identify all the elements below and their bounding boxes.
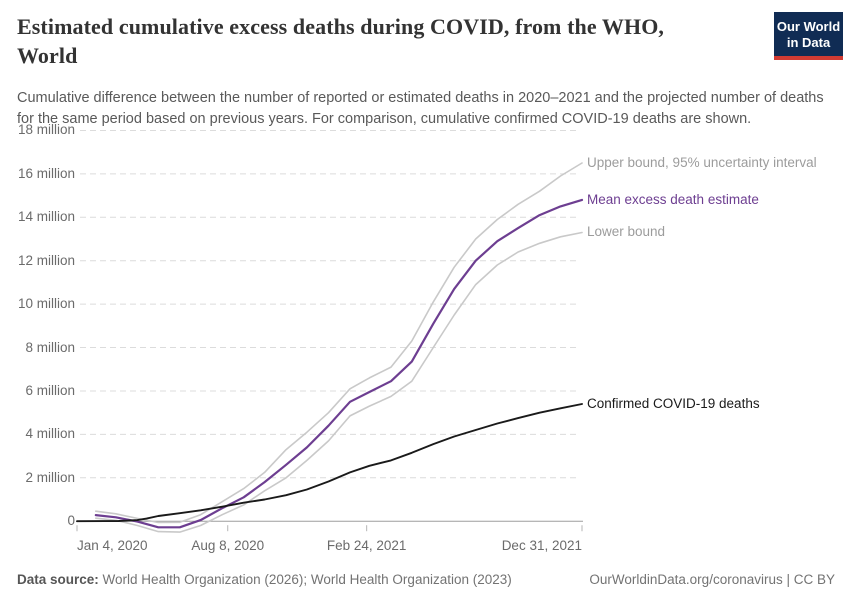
owid-logo-line2: in Data — [786, 35, 831, 50]
y-axis-label-14m: 14 million — [17, 209, 75, 225]
series-label-confirmed-deaths: Confirmed COVID-19 deaths — [587, 395, 760, 411]
data-source-note: Data source: World Health Organization (… — [17, 572, 512, 587]
y-axis-label-8m: 8 million — [25, 339, 75, 355]
y-axis-label-4m: 4 million — [25, 426, 75, 442]
excess-deaths-chart: 0 2 million 4 million 6 million 8 millio… — [0, 120, 850, 560]
series-label-lower-bound: Lower bound — [587, 224, 666, 240]
chart-subtitle: Cumulative difference between the number… — [17, 90, 824, 127]
credit-link[interactable]: OurWorldinData.org/coronavirus | CC BY — [589, 572, 835, 587]
x-axis-label-feb-2021: Feb 24, 2021 — [326, 538, 407, 553]
series-label-mean-estimate: Mean excess death estimate — [587, 191, 759, 207]
data-source-label: Data source: — [17, 572, 99, 587]
y-axis-label-10m: 10 million — [17, 296, 75, 312]
page-title: Estimated cumulative excess deaths durin… — [17, 14, 665, 68]
y-axis-label-12m: 12 million — [17, 252, 75, 268]
x-axis-label-aug-2020: Aug 8, 2020 — [191, 538, 265, 553]
y-axis-label-0: 0 — [67, 513, 75, 529]
y-axis-label-16m: 16 million — [17, 165, 75, 181]
x-axis-label-dec-2021: Dec 31, 2021 — [501, 538, 582, 553]
y-axis-label-2m: 2 million — [25, 469, 75, 485]
y-axis-label-18m: 18 million — [17, 122, 75, 138]
chart-plot-area[interactable] — [0, 120, 850, 560]
owid-logo[interactable]: Our World in Data — [774, 12, 843, 60]
owid-logo-line1: Our World — [776, 19, 841, 34]
y-axis-label-6m: 6 million — [25, 382, 75, 398]
x-axis-label-jan-2020: Jan 4, 2020 — [77, 538, 148, 553]
data-source-text: World Health Organization (2026); World … — [102, 572, 512, 587]
series-label-upper-bound: Upper bound, 95% uncertainty interval — [587, 155, 817, 171]
